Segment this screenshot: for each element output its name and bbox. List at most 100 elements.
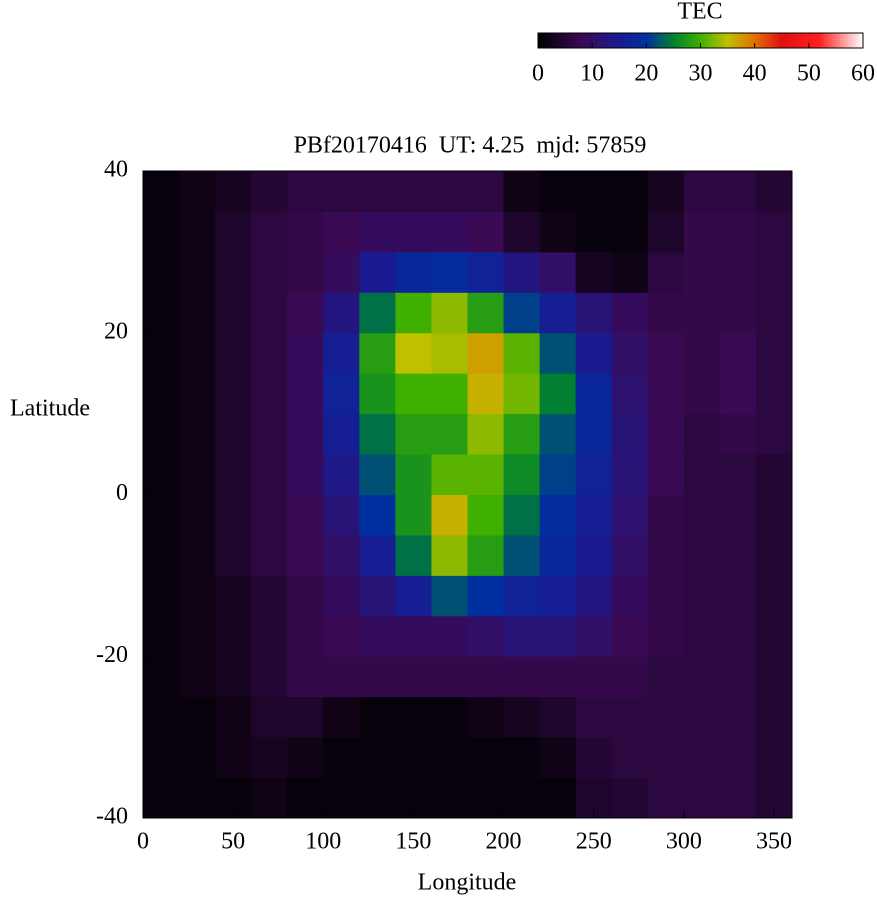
- heat-cell: [179, 494, 216, 536]
- heat-cell: [215, 615, 252, 657]
- heat-cell: [755, 696, 793, 738]
- heat-cell: [431, 413, 468, 455]
- heat-cell: [647, 211, 685, 253]
- heat-cell: [683, 332, 721, 374]
- heat-cell: [179, 777, 216, 819]
- heat-cell: [539, 737, 577, 779]
- heat-cell: [611, 454, 649, 495]
- heat-cell: [755, 332, 793, 374]
- y-tick-label: -40: [96, 804, 128, 830]
- heat-cell: [251, 292, 288, 334]
- heat-cell: [611, 777, 649, 819]
- heat-cell: [179, 251, 216, 293]
- heat-cell: [143, 656, 180, 698]
- heat-cell: [251, 373, 288, 415]
- heat-cell: [683, 171, 721, 212]
- heat-cell: [683, 737, 721, 779]
- heat-cell: [323, 494, 360, 536]
- heat-cell: [539, 332, 577, 374]
- heat-cell: [431, 615, 468, 657]
- heat-cell: [323, 292, 360, 334]
- heat-cell: [575, 454, 613, 495]
- heat-cell: [215, 332, 252, 374]
- heat-cell: [683, 777, 721, 819]
- heat-cell: [611, 292, 649, 334]
- x-axis-label: Longitude: [418, 870, 517, 896]
- heat-cell: [287, 737, 324, 779]
- heat-cell: [323, 696, 360, 738]
- heat-cell: [359, 494, 396, 536]
- heat-cell: [395, 534, 432, 576]
- heat-cell: [467, 696, 505, 738]
- heat-cell: [467, 413, 505, 455]
- heat-cell: [431, 696, 468, 738]
- heat-cell: [503, 332, 541, 374]
- heat-cell: [719, 332, 757, 374]
- heat-cell: [431, 211, 468, 253]
- heat-cell: [503, 251, 541, 293]
- heat-cell: [143, 696, 180, 738]
- heat-cell: [539, 251, 577, 293]
- heat-cell: [575, 251, 613, 293]
- heat-cell: [647, 454, 685, 495]
- heat-cell: [503, 292, 541, 334]
- heat-cell: [287, 696, 324, 738]
- heat-cell: [719, 777, 757, 819]
- heat-cell: [359, 615, 396, 657]
- heat-cell: [323, 454, 360, 495]
- heat-cell: [755, 494, 793, 536]
- heat-cell: [179, 171, 216, 212]
- heat-cell: [215, 251, 252, 293]
- y-tick-label: -20: [96, 642, 128, 668]
- colorbar-tick-label: 10: [580, 61, 604, 87]
- heat-cell: [647, 575, 685, 617]
- heat-cell: [611, 737, 649, 779]
- heat-cell: [251, 494, 288, 536]
- x-tick-label: 350: [756, 829, 792, 855]
- heat-cell: [251, 737, 288, 779]
- y-tick-label: 0: [116, 480, 128, 506]
- heat-cell: [611, 332, 649, 374]
- heat-cell: [539, 656, 577, 698]
- heat-cell: [611, 251, 649, 293]
- heat-cell: [683, 251, 721, 293]
- heat-cell: [683, 373, 721, 415]
- heat-cell: [539, 494, 577, 536]
- heat-cell: [647, 413, 685, 455]
- heat-cell: [575, 737, 613, 779]
- heat-cell: [359, 737, 396, 779]
- heat-cell: [323, 171, 360, 212]
- heat-cell: [467, 171, 505, 212]
- heat-cell: [179, 332, 216, 374]
- x-tick-label: 250: [576, 829, 612, 855]
- heat-cell: [719, 211, 757, 253]
- heat-cell: [467, 615, 505, 657]
- heat-cell: [719, 251, 757, 293]
- heat-cell: [179, 373, 216, 415]
- heat-cell: [719, 534, 757, 576]
- heat-cell: [683, 292, 721, 334]
- heat-cell: [611, 575, 649, 617]
- heat-cell: [215, 413, 252, 455]
- heat-cell: [539, 534, 577, 576]
- heat-cell: [611, 534, 649, 576]
- heat-cell: [323, 656, 360, 698]
- heat-cell: [359, 211, 396, 253]
- heat-cell: [143, 171, 180, 212]
- heat-cell: [503, 373, 541, 415]
- heat-cell: [755, 575, 793, 617]
- heat-cell: [611, 413, 649, 455]
- heat-cell: [719, 737, 757, 779]
- heat-cell: [215, 534, 252, 576]
- heat-cell: [503, 656, 541, 698]
- heat-cell: [287, 575, 324, 617]
- x-tick-label: 150: [395, 829, 431, 855]
- heat-cell: [431, 534, 468, 576]
- heat-cell: [575, 696, 613, 738]
- heat-cell: [395, 575, 432, 617]
- heat-cell: [359, 413, 396, 455]
- x-tick-label: 0: [137, 829, 149, 855]
- heat-cell: [611, 211, 649, 253]
- heat-cell: [251, 454, 288, 495]
- heat-cell: [503, 696, 541, 738]
